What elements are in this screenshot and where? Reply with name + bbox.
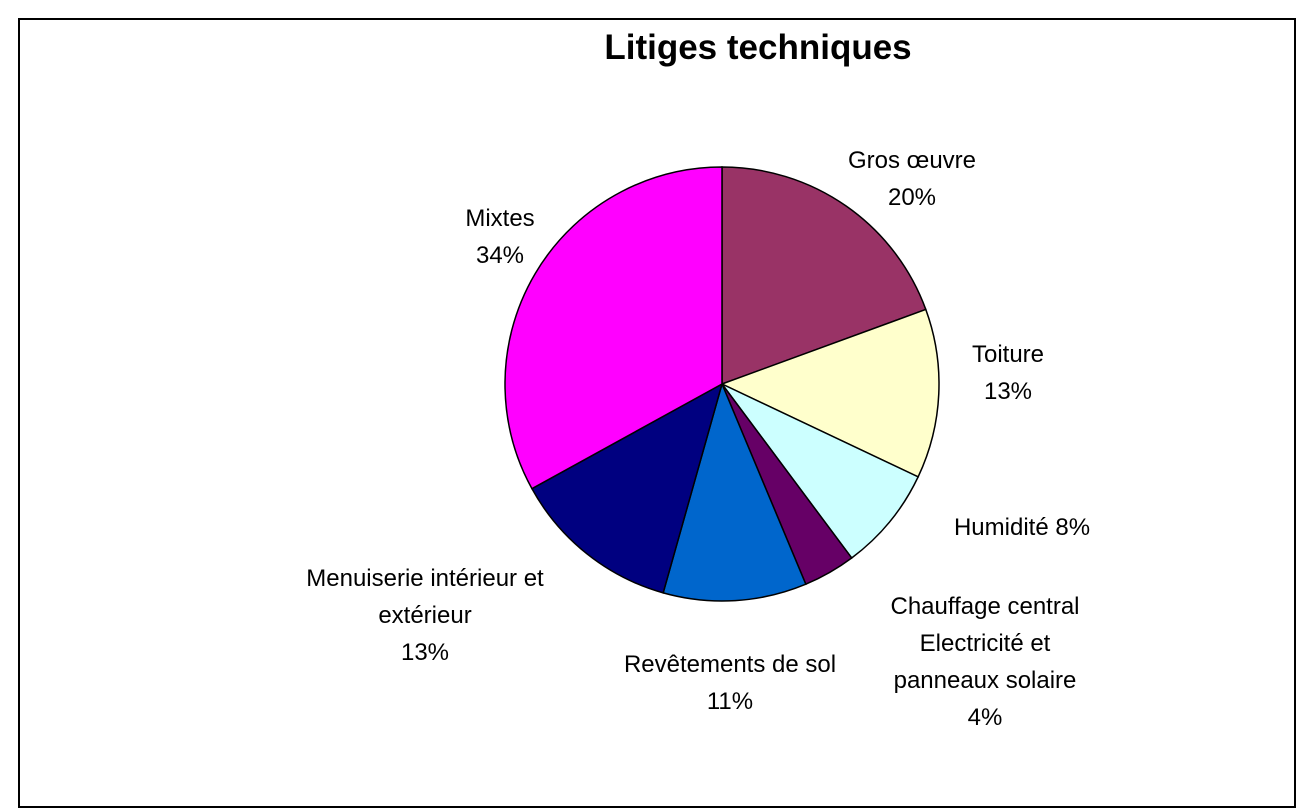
slice-label: Humidité 8% bbox=[872, 509, 1172, 546]
slice-label: Gros œuvre 20% bbox=[762, 142, 1062, 216]
value-label: 11% bbox=[706, 688, 754, 715]
pie-slice bbox=[721, 383, 920, 560]
category-label: Gros œuvre bbox=[847, 147, 976, 174]
pie-slice bbox=[721, 166, 927, 386]
category-label: Humidité bbox=[953, 514, 1049, 541]
slice-label: Revêtements de sol 11% bbox=[570, 646, 890, 720]
slice-label: Menuiserie intérieur et extérieur 13% bbox=[265, 560, 585, 671]
pie-slice bbox=[530, 382, 724, 594]
category-label: Revêtements de sol bbox=[623, 651, 837, 678]
pie-slice bbox=[662, 381, 807, 602]
slice-label: Mixtes 34% bbox=[400, 200, 600, 274]
category-label: Toiture bbox=[971, 341, 1045, 368]
value-label: 34% bbox=[475, 242, 525, 269]
value-label: 4% bbox=[967, 704, 1003, 731]
category-label: Mixtes bbox=[465, 205, 535, 232]
slice-label: Toiture 13% bbox=[908, 336, 1108, 410]
category-label: Menuiserie intérieur et extérieur bbox=[306, 565, 544, 629]
value-label: 13% bbox=[983, 378, 1033, 405]
slice-label: Chauffage central Electricité et panneau… bbox=[869, 588, 1101, 736]
chart-title: Litiges techniques bbox=[604, 28, 912, 67]
value-label: 13% bbox=[400, 639, 450, 666]
value-label: 20% bbox=[887, 184, 937, 211]
pie-slice bbox=[504, 166, 723, 490]
value-label: 8% bbox=[1055, 514, 1091, 541]
pie-slice bbox=[720, 308, 940, 478]
category-label: Chauffage central Electricité et panneau… bbox=[890, 593, 1080, 694]
